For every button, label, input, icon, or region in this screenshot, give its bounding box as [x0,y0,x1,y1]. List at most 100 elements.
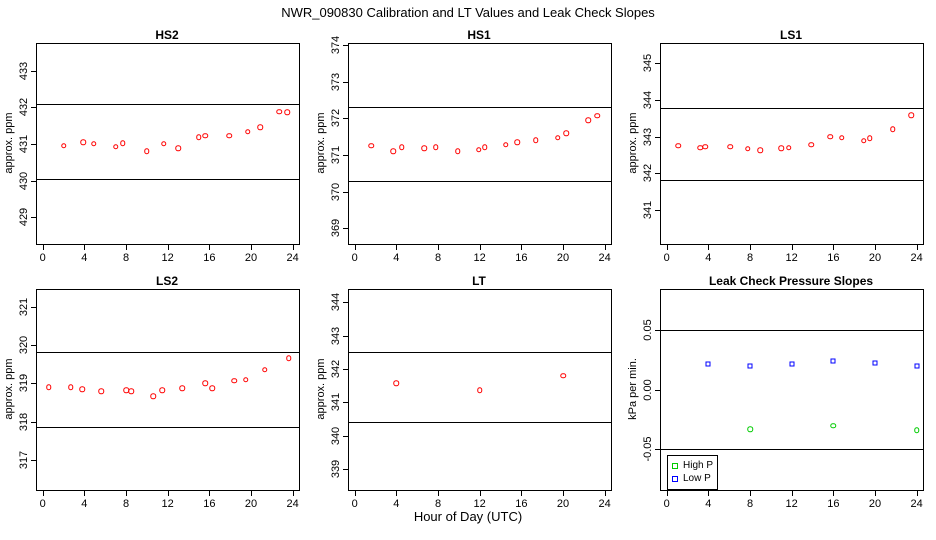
data-point [123,387,129,394]
data-point [226,133,232,139]
x-tick-label: 20 [244,498,258,510]
legend: High P Low P [667,455,718,490]
x-tick [833,245,834,250]
data-point [68,384,74,391]
x-tick [84,491,85,496]
x-tick [563,491,564,496]
data-point [757,147,764,153]
y-tick [343,336,348,337]
data-point [555,134,561,141]
x-tick [396,245,397,250]
data-point [914,363,920,369]
y-tick [343,228,348,229]
data-point [120,140,126,146]
data-point [560,372,566,379]
data-point [112,144,119,150]
x-tick [251,245,252,250]
y-tick [31,107,36,108]
y-tick [31,345,36,346]
data-point [830,358,836,364]
x-tick [917,491,918,496]
y-tick-label: 370 [330,182,342,201]
panel-title: HS2 [155,28,179,42]
reference-line [661,180,923,181]
data-point [514,139,520,146]
data-point [727,144,733,150]
data-point [533,137,539,144]
x-tick-label: 16 [827,498,840,510]
data-point [747,426,753,432]
x-tick-label: 20 [868,252,882,264]
x-tick-label: 16 [515,252,528,264]
data-point [872,360,878,366]
data-point [90,141,97,147]
x-tick [521,245,522,250]
x-tick-label: 12 [473,498,486,510]
y-tick-label: -0.05 [642,436,654,463]
data-point [789,361,795,367]
y-tick-label: 343 [642,127,654,146]
legend-label: Low P [683,472,711,484]
x-tick [833,491,834,496]
data-point [98,388,104,394]
y-tick [655,100,660,101]
y-tick-label: 0.05 [642,318,654,341]
plot-box [348,289,612,491]
x-tick [355,245,356,250]
plot-box [36,43,300,245]
y-tick [31,307,36,308]
data-point [889,126,896,132]
y-tick [343,436,348,437]
y-tick [31,383,36,384]
data-point [202,380,208,387]
y-tick-label: 0.00 [642,378,654,401]
x-tick [293,491,294,496]
plot-box [348,43,612,245]
y-tick [655,210,660,211]
x-tick [875,491,876,496]
x-tick [521,491,522,496]
reference-line [37,179,299,180]
data-point [867,135,873,142]
x-tick-label: 4 [705,252,712,264]
data-point [502,142,509,148]
x-tick [355,491,356,496]
data-point [455,148,461,155]
x-tick [480,491,481,496]
reference-line [349,352,611,353]
reference-line [661,108,923,109]
y-tick-label: 374 [330,36,342,55]
y-tick [343,302,348,303]
x-tick-label: 8 [122,498,130,510]
y-tick [343,469,348,470]
y-tick-label: 371 [330,145,342,165]
x-tick-label: 4 [81,252,88,264]
x-tick-label: 24 [598,252,611,264]
x-axis-title: Hour of Day (UTC) [413,509,523,524]
data-point [368,143,375,149]
data-point [159,387,166,394]
y-tick-label: 369 [330,219,342,238]
y-tick-label: 342 [330,359,342,379]
x-tick [168,245,169,250]
y-tick-label: 373 [330,72,342,91]
data-point [913,427,920,434]
data-point [702,144,708,150]
x-tick [209,491,210,496]
y-tick-label: 372 [330,109,342,128]
x-tick [708,245,709,250]
x-tick [438,245,439,250]
y-tick-label: 340 [330,426,342,445]
y-tick-label: 318 [18,412,30,431]
x-tick [605,245,606,250]
reference-line [349,107,611,108]
y-tick [343,192,348,193]
data-point [433,144,439,150]
x-tick [480,245,481,250]
x-tick-label: 0 [39,498,46,510]
data-point [261,367,268,373]
y-tick-label: 344 [642,90,654,109]
x-tick-label: 16 [827,252,840,264]
y-tick-label: 431 [18,134,30,154]
data-point [60,143,67,149]
